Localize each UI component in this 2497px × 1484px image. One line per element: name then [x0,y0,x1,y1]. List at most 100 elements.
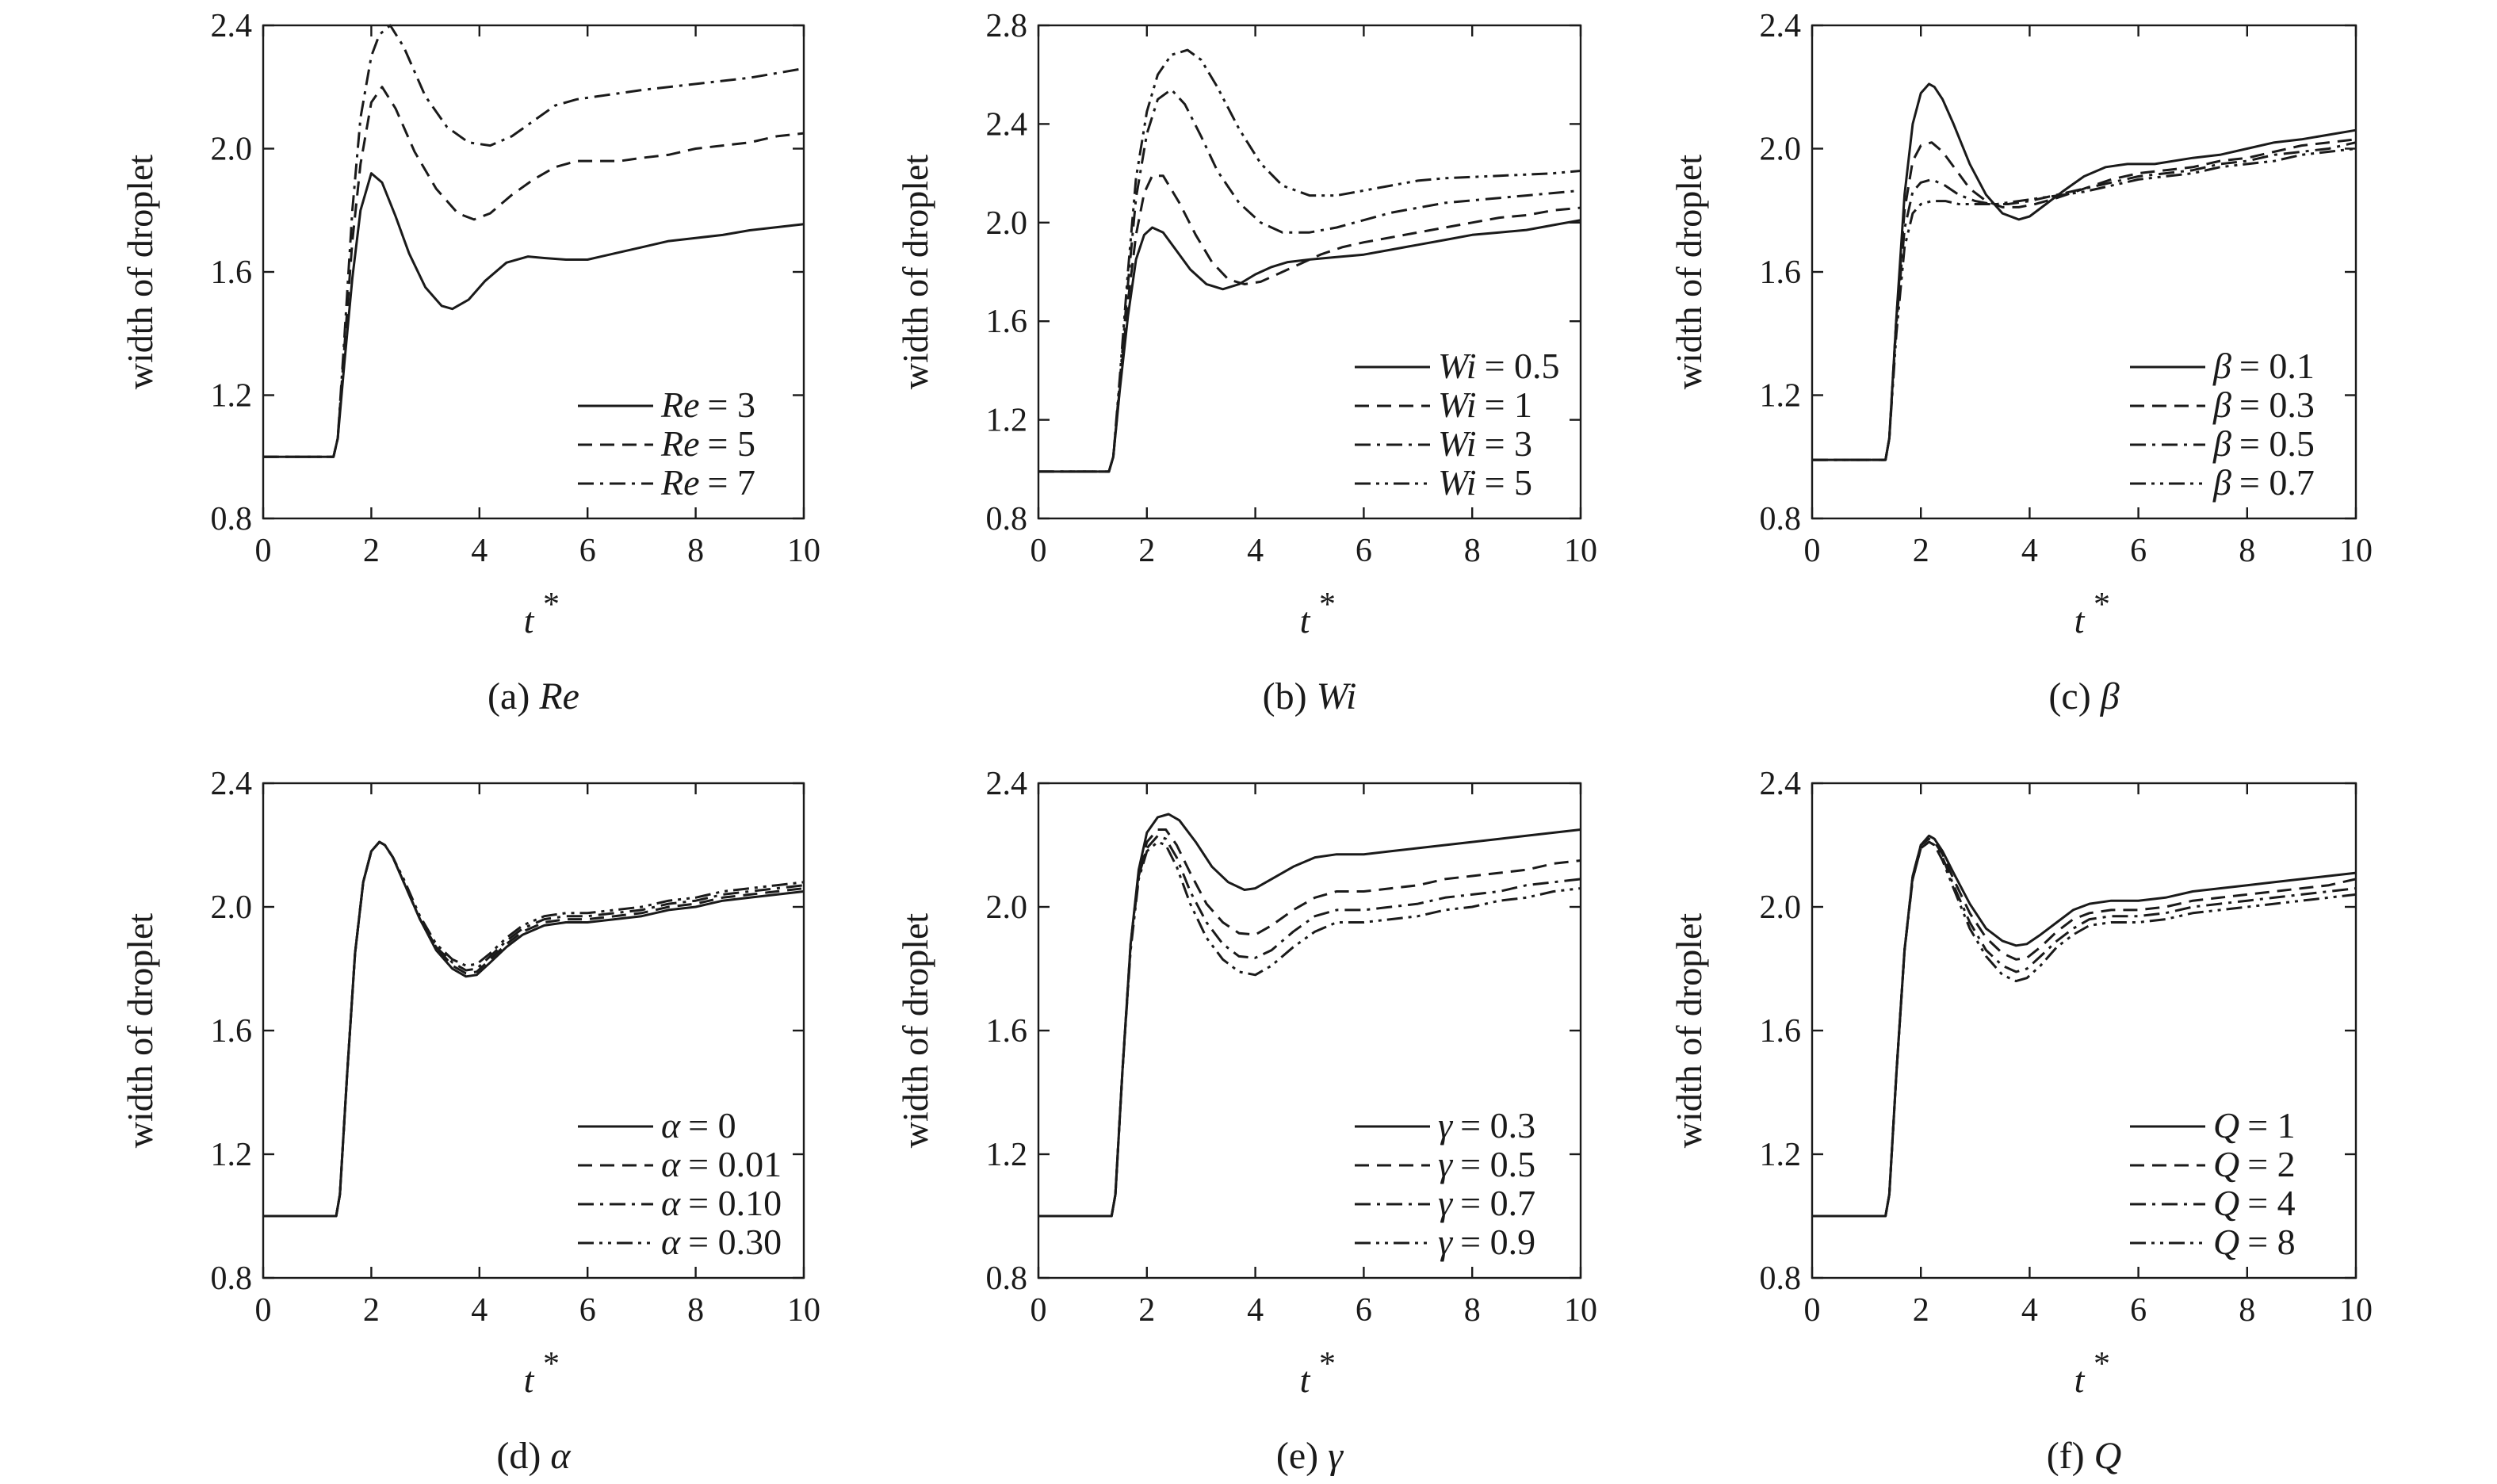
series-line-0-2 [263,24,805,458]
x-tick-label: 8 [1464,533,1481,569]
x-tick-label: 4 [1247,1292,1264,1329]
y-tick-label: 2.8 [986,8,1028,44]
y-tick-label: 0.8 [1760,501,1802,537]
legend-value: = 0.3 [2239,384,2315,425]
x-tick-label: 0 [255,533,272,569]
legend-entry-2: α = 0.10 [661,1183,782,1223]
x-tick-label: 2 [1138,533,1155,569]
legend-symbol: α [661,1183,681,1223]
legend-entry-0: γ = 0.3 [1438,1105,1535,1146]
legend-value: = 0.7 [1460,1183,1535,1223]
legend-symbol: Q [2213,1105,2239,1146]
x-axis-label: t [524,600,535,641]
legend-symbol: Re [660,462,700,503]
x-tick-label: 4 [1247,533,1264,569]
chart-panel-5: 0 2 4 6 8 10 0.8 1.2 1.6 2.0 2.4 width of droplet t *… [1669,766,2373,1477]
y-tick-label: 1.2 [986,403,1028,439]
x-tick-label: 8 [2239,533,2255,569]
x-tick-label: 8 [1464,1292,1481,1329]
legend-value: = 2 [2247,1144,2295,1184]
y-tick-label: 1.6 [211,1013,253,1050]
x-tick-label: 10 [1564,533,1597,569]
y-tick-label: 2.4 [1760,8,1802,44]
x-tick-label: 10 [787,533,820,569]
series-line-3-3 [263,840,805,1218]
series-line-1-0 [1038,219,1581,473]
x-tick-label: 4 [471,1292,488,1329]
legend-value: = 0.7 [2239,462,2315,503]
legend-symbol: γ [1438,1222,1454,1262]
x-axis-label: t [1300,1360,1311,1400]
caption-symbol: Q [2094,1435,2122,1477]
legend-value: = 0.5 [1485,346,1560,386]
legend-symbol: γ [1438,1183,1454,1223]
y-axis-label: width of droplet [895,155,935,390]
x-tick-label: 0 [1031,533,1047,569]
y-tick-label: 1.2 [211,378,253,415]
x-tick-label: 2 [1138,1292,1155,1329]
chart-panel-4: 0 2 4 6 8 10 0.8 1.2 1.6 2.0 2.4 width of droplet t *… [895,766,1597,1477]
y-tick-label: 1.6 [986,1013,1028,1050]
x-axis-label: t [2074,1360,2086,1400]
y-tick-label: 2.4 [211,766,253,802]
caption-symbol: γ [1328,1435,1344,1477]
x-tick-label: 2 [1913,1292,1929,1329]
legend-value: = 0.5 [1460,1144,1535,1184]
legend-symbol: β [2212,384,2231,425]
x-axis-label: t [2074,600,2086,641]
y-tick-label: 0.8 [211,1260,253,1297]
legend-symbol: Wi [1438,462,1477,503]
x-tick-label: 8 [687,1292,704,1329]
y-tick-label: 0.8 [211,501,253,537]
series-line-1-2 [1038,88,1581,473]
legend-entry-1: Q = 2 [2213,1144,2296,1184]
series-line-0-1 [263,86,805,458]
x-axis-label-superscript: * [2094,1346,2110,1383]
legend-entry-0: β = 0.1 [2212,346,2315,386]
x-tick-label: 0 [1031,1292,1047,1329]
legend-entry-1: γ = 0.5 [1438,1144,1535,1184]
x-axis-label-superscript: * [2094,587,2110,623]
legend-symbol: β [2212,462,2231,503]
panel-caption: (f) Q [2047,1435,2122,1477]
series-line-2-1 [1812,138,2357,461]
legend-entry-2: Wi = 3 [1438,423,1532,464]
legend-symbol: β [2212,423,2231,464]
panel-caption: (e) γ [1276,1435,1344,1477]
legend-value: = 0.1 [2239,346,2315,386]
caption-prefix: (f) [2047,1435,2094,1477]
x-tick-label: 10 [1564,1292,1597,1329]
x-tick-label: 10 [2339,1292,2373,1329]
legend-symbol: γ [1438,1144,1454,1184]
y-axis-label: width of droplet [1669,155,1709,390]
legend-value: = 5 [1485,462,1532,503]
legend-entry-3: γ = 0.9 [1438,1222,1535,1262]
y-tick-label: 0.8 [986,1260,1028,1297]
legend-value: = 0.3 [1460,1105,1535,1146]
legend-entry-2: Q = 4 [2213,1183,2296,1223]
legend-symbol: α [661,1222,681,1262]
legend-symbol: Wi [1438,384,1477,425]
legend-value: = 1 [1485,384,1532,425]
y-tick-label: 1.6 [1760,1013,1802,1050]
x-tick-label: 2 [1913,533,1929,569]
legend-entry-3: β = 0.7 [2212,462,2315,503]
caption-prefix: (c) [2048,675,2100,717]
legend-value: = 0.9 [1460,1222,1535,1262]
x-tick-label: 0 [1804,1292,1821,1329]
series-line-4-2 [1038,834,1581,1218]
y-tick-label: 2.0 [1760,889,1802,926]
x-tick-label: 4 [2021,533,2038,569]
legend-value: = 0.30 [688,1222,782,1262]
y-tick-label: 1.2 [1760,1137,1802,1173]
chart-panel-3: 0 2 4 6 8 10 0.8 1.2 1.6 2.0 2.4 width of droplet t *… [120,766,820,1477]
chart-panel-1: 0 2 4 6 8 10 0.8 1.2 1.6 2.0 2.4 2.8 width of drople… [895,8,1597,717]
legend-value: = 1 [2247,1105,2295,1146]
series-line-1-3 [1038,48,1581,473]
caption-prefix: (b) [1263,675,1317,717]
legend-value: = 0.01 [688,1144,782,1184]
x-tick-label: 8 [2239,1292,2255,1329]
y-tick-label: 2.0 [986,889,1028,926]
y-tick-label: 2.0 [211,889,253,926]
legend-entry-1: Re = 5 [660,423,755,464]
